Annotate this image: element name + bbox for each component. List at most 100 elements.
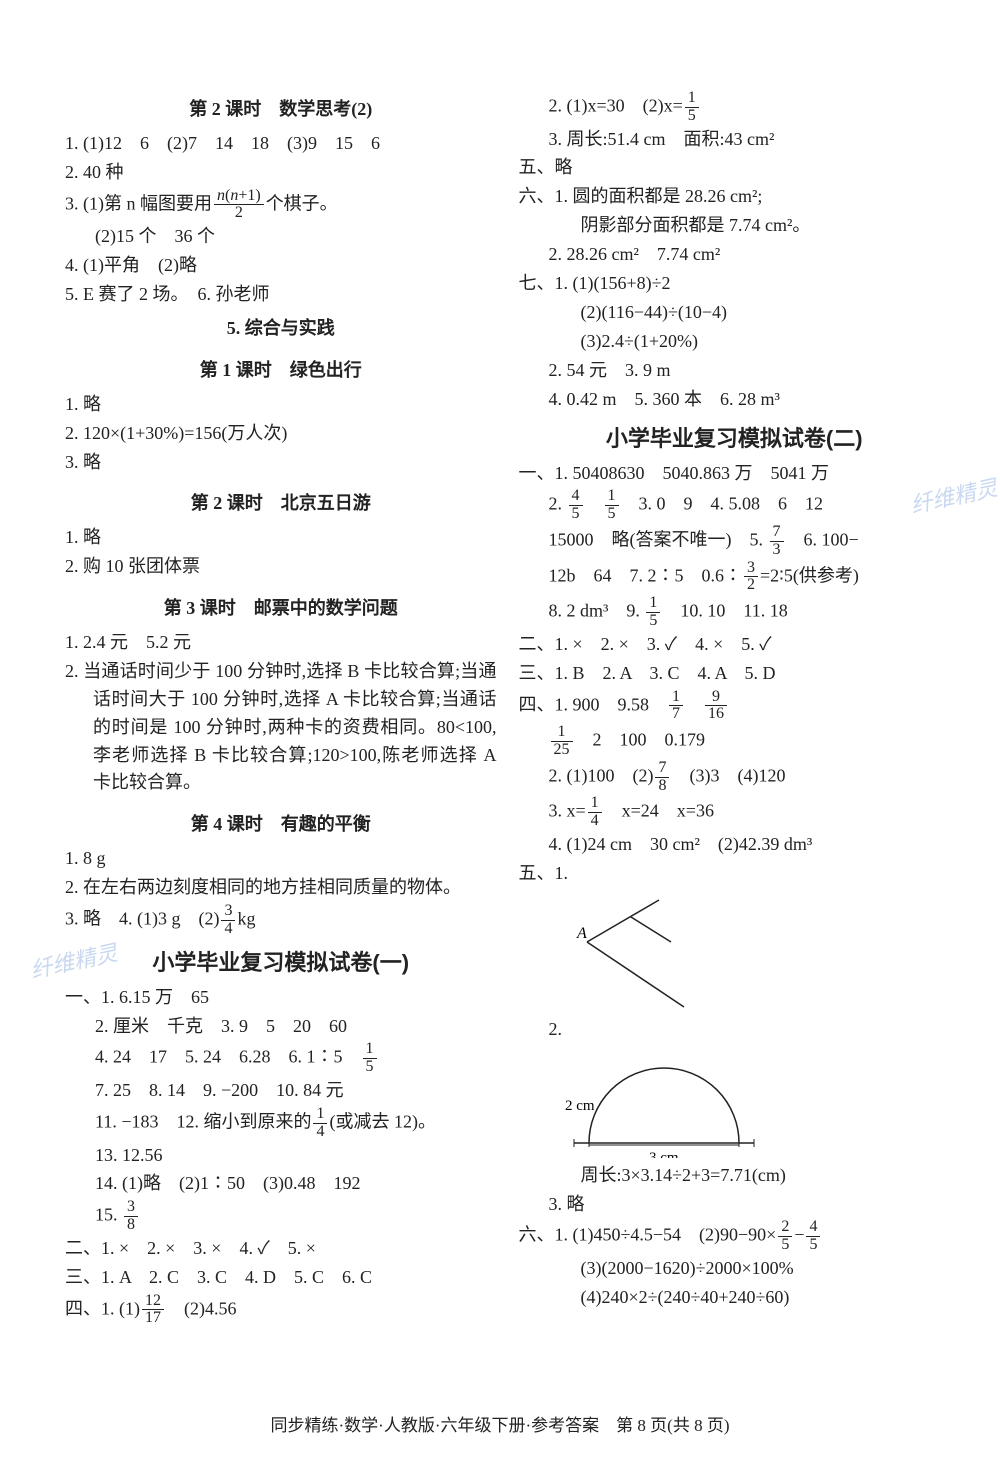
text: 3. x= xyxy=(549,801,586,821)
group-prefix: 四、 xyxy=(65,1298,101,1318)
answer-line: 2. 28.26 cm² 7.74 cm² xyxy=(519,241,951,269)
answer-line: 1. 8 g xyxy=(65,845,497,873)
text: x=24 x=36 xyxy=(604,801,714,821)
fraction: 15 xyxy=(646,595,660,630)
text: (3)3 (4)120 xyxy=(671,765,785,785)
answer-line: 5. E 赛了 2 场。 6. 孙老师 xyxy=(65,281,497,309)
answer-line: 2. 45 15 3. 0 9 4. 5.08 6 12 xyxy=(519,488,951,523)
answer-line: (3)2.4÷(1+20%) xyxy=(519,328,951,356)
answer-line: 11. −183 12. 缩小到原来的14(或减去 12)。 xyxy=(65,1106,497,1141)
answer-line: 周长:3×3.14÷2+3=7.71(cm) xyxy=(519,1162,951,1190)
text: kg xyxy=(237,908,255,928)
answer-paragraph: 2. 当通话时间少于 100 分钟时,选择 B 卡比较合算;当通话时间大于 10… xyxy=(65,658,497,797)
answer-line: 3. 周长:51.4 cm 面积:43 cm² xyxy=(519,126,951,154)
answer-line: 14. (1)略 (2)1∶50 (3)0.48 192 xyxy=(65,1170,497,1198)
text: 3. (1)第 n 幅图要用 xyxy=(65,193,212,213)
exam-heading: 小学毕业复习模拟试卷(一) xyxy=(65,946,497,980)
answer-line: (2)15 个 36 个 xyxy=(65,223,497,251)
answer-line: 2. 40 种 xyxy=(65,159,497,187)
fraction: n(n+1)2 xyxy=(214,188,264,223)
group-prefix: 五、 xyxy=(519,863,555,883)
text: (或减去 12)。 xyxy=(329,1111,436,1131)
fraction: 15 xyxy=(363,1041,377,1076)
text: =2∶5(供参考) xyxy=(760,565,859,585)
answer-line: 12b 64 7. 2∶5 0.6∶32=2∶5(供参考) xyxy=(519,560,951,595)
fraction: 15 xyxy=(685,90,699,125)
text: 2. xyxy=(549,494,567,514)
group-prefix: 六、 xyxy=(519,1225,555,1245)
answer-line: 1. 2.4 元 5.2 元 xyxy=(65,629,497,657)
text: − xyxy=(794,1225,804,1245)
answer-line: 8. 2 dm³ 9. 15 10. 10 11. 18 xyxy=(519,595,951,630)
answer-line: 七、1. (1)(156+8)÷2 xyxy=(519,270,951,298)
answer-line: 五、略 xyxy=(519,154,951,182)
text: 2 100 0.179 xyxy=(575,730,706,750)
answer-line: 二、1. × 2. × 3. × 4. ✓ 5. × xyxy=(65,1235,497,1263)
text: 2. (1)100 (2) xyxy=(549,765,654,785)
answer-line: 3. (1)第 n 幅图要用n(n+1)2个棋子。 xyxy=(65,188,497,223)
answer-line: 2. 在左右两边刻度相同的地方挂相同质量的物体。 xyxy=(65,874,497,902)
fraction: 38 xyxy=(124,1199,138,1234)
text: 1. xyxy=(555,863,569,883)
fraction: 25 xyxy=(778,1219,792,1254)
group-prefix: 六、 xyxy=(519,186,555,206)
group-prefix: 一、 xyxy=(519,463,555,483)
answer-line: 13. 12.56 xyxy=(65,1142,497,1170)
answer-line: 7. 25 8. 14 9. −200 10. 84 元 xyxy=(65,1077,497,1105)
answer-line: 3. 略 xyxy=(65,449,497,477)
fraction: 17 xyxy=(669,689,683,724)
answer-line: 阴影部分面积都是 7.74 cm²。 xyxy=(519,212,951,240)
figure-angle: A xyxy=(559,892,951,1012)
answer-line: 六、1. (1)450÷4.5−54 (2)90−90×25−45 xyxy=(519,1219,951,1254)
fraction: 1217 xyxy=(142,1293,164,1328)
answer-line: 4. 24 17 5. 24 6.28 6. 1∶5 15 xyxy=(65,1041,497,1076)
page-body: 第 2 课时 数学思考(2) 1. (1)12 6 (2)7 14 18 (3)… xyxy=(0,0,1000,1380)
text: 3. 0 9 4. 5.08 6 12 xyxy=(621,494,824,514)
answer-line: 15. 38 xyxy=(65,1199,497,1234)
answer-line: 2. 厘米 千克 3. 9 5 20 60 xyxy=(65,1013,497,1041)
text: 4. 24 17 5. 24 6.28 6. 1∶5 xyxy=(95,1047,361,1067)
answer-line: (4)240×2÷(240÷40+240÷60) xyxy=(519,1284,951,1312)
answer-line: 六、1. 圆的面积都是 28.26 cm²; xyxy=(519,183,951,211)
answer-line: 4. (1)平角 (2)略 xyxy=(65,252,497,280)
group-prefix: 四、 xyxy=(519,694,555,714)
answer-line: 5. (1)甲旅行社 (2)乙旅行社 xyxy=(972,148,1000,176)
text: 1. 50408630 5040.863 万 5041 万 xyxy=(555,463,830,483)
answer-line: 3. 略 4. (1)3 g (2)34kg xyxy=(65,903,497,938)
answer-line: 三、1. B 2. A 3. C 4. A 5. D xyxy=(519,660,951,688)
text: (2)4.56 xyxy=(166,1298,237,1318)
svg-text:A: A xyxy=(576,925,587,942)
answer-line: 4. (1)24 cm 30 cm² (2)42.39 dm³ xyxy=(519,831,951,859)
fraction: 34 xyxy=(221,903,235,938)
text: 11. −183 12. 缩小到原来的 xyxy=(95,1111,311,1131)
text: 1. (1)(156+8)÷2 xyxy=(555,273,671,293)
text: 1. 900 9.58 xyxy=(555,694,668,714)
fraction: 125 xyxy=(551,724,573,759)
answer-line: 2. xyxy=(519,1016,951,1044)
svg-text:2 cm: 2 cm xyxy=(565,1098,595,1114)
text: 15000 略(答案不唯一) 5. xyxy=(549,530,768,550)
answer-line: 二、1. × 2. × 3. ✓ 4. × 5. ✓ xyxy=(519,631,951,659)
figure-semicircle: 2 cm 3 cm xyxy=(559,1048,951,1158)
section-heading: 第 2 课时 北京五日游 xyxy=(65,490,497,518)
fraction: 45 xyxy=(569,488,583,523)
answer-line: 125 2 100 0.179 xyxy=(519,724,951,759)
text: 1. 圆的面积都是 28.26 cm²; xyxy=(555,186,763,206)
svg-text:3 cm: 3 cm xyxy=(649,1150,679,1158)
answer-line: 四、1. 900 9.58 17 916 xyxy=(519,689,951,724)
fraction: 32 xyxy=(744,560,758,595)
answer-line: 2. 1.6 元 3. 169 人 xyxy=(972,90,1000,118)
exam-heading: 小学毕业复习模拟试卷(二) xyxy=(519,422,951,456)
section-heading: 第 3 课时 邮票中的数学问题 xyxy=(65,595,497,623)
text: 8. 2 dm³ 9. xyxy=(549,601,645,621)
answer-line: 1. (1)12 6 (2)7 14 18 (3)9 15 6 xyxy=(65,130,497,158)
answer-line: 2. (1)100 (2)78 (3)3 (4)120 xyxy=(519,760,951,795)
answer-line: 2. 120×(1+30%)=156(万人次) xyxy=(65,420,497,448)
section-heading: 第 1 课时 绿色出行 xyxy=(65,357,497,385)
fraction: 73 xyxy=(770,524,784,559)
fraction: 916 xyxy=(705,689,727,724)
fraction: 78 xyxy=(655,760,669,795)
fraction: 14 xyxy=(313,1106,327,1141)
answer-line: 4. 0.42 m 5. 360 本 6. 28 m³ xyxy=(519,386,951,414)
section-heading: 第 4 课时 有趣的平衡 xyxy=(65,811,497,839)
